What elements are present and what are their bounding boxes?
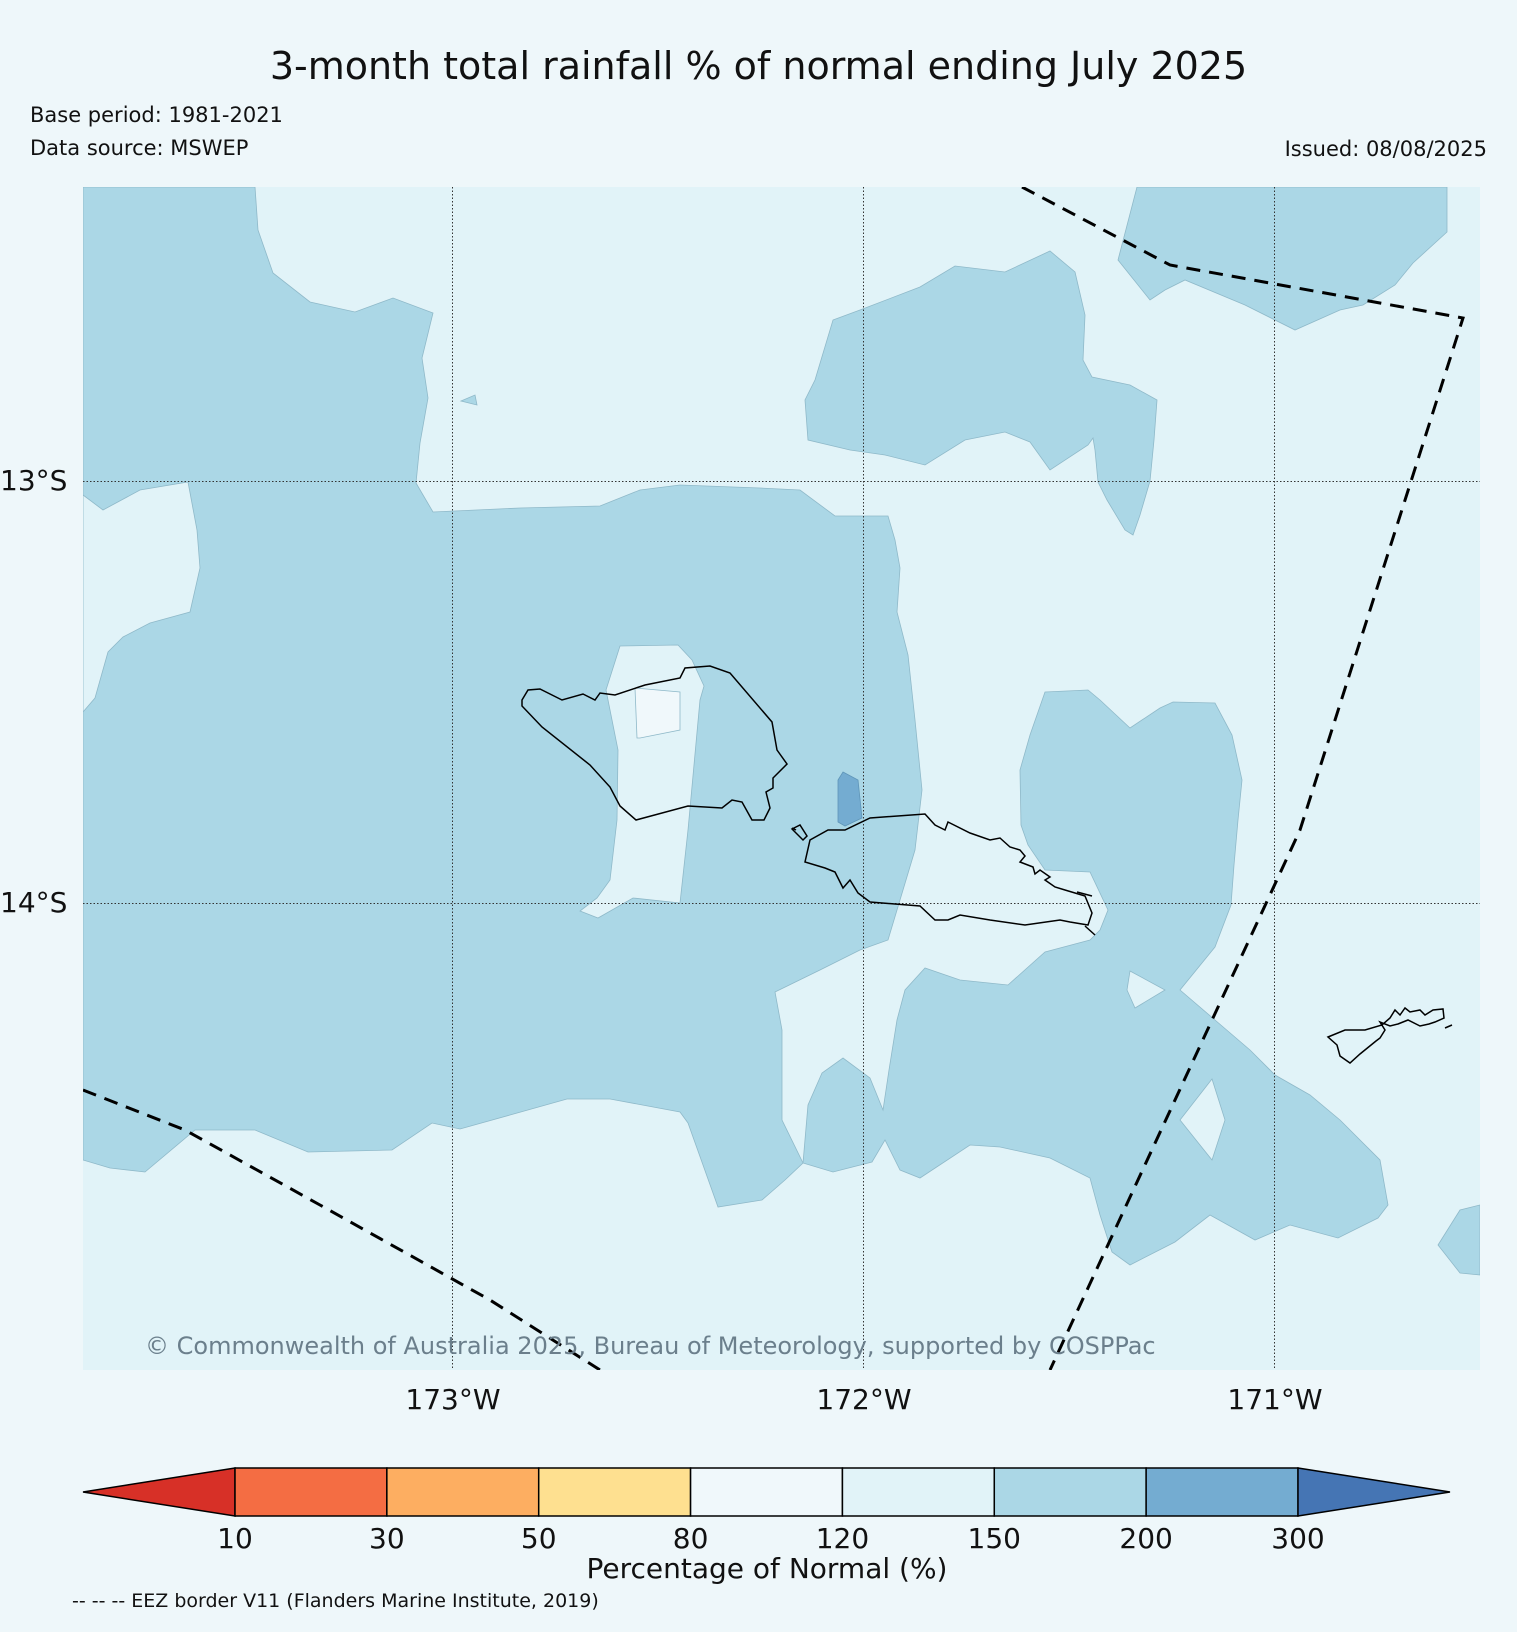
coastline-savaii: [521, 665, 788, 821]
colorbar-segment: [234, 1467, 388, 1517]
map-plot-area: © Commonwealth of Australia 2025, Bureau…: [83, 187, 1480, 1370]
lon-label-173w: 173°W: [405, 1383, 500, 1416]
lon-label-171w: 171°W: [1227, 1383, 1322, 1416]
lat-label-14s: 14°S: [0, 886, 67, 919]
lon-label-172w: 172°W: [816, 1383, 911, 1416]
coastline-upolu: [804, 813, 1093, 926]
region-northeast-upper: [804, 250, 1158, 536]
colorbar-segment: [689, 1467, 844, 1517]
colorbar-segment: [993, 1467, 1147, 1517]
colorbar-tick-label: 120: [816, 1522, 869, 1555]
colorbar-segment: [1145, 1467, 1299, 1517]
data-source-text: Data source: MSWEP: [30, 136, 249, 160]
coastline-islet-1: [790, 824, 808, 842]
coastline-islet-5: [791, 827, 797, 831]
coastline-islet-3: [1076, 891, 1093, 897]
colorbar-tick-label: 150: [968, 1522, 1021, 1555]
colorbar-segment: [537, 1467, 692, 1517]
region-east-edge: [1437, 1204, 1480, 1276]
colorbar-tick-label: 300: [1271, 1522, 1324, 1555]
colorbar-extension-low: [82, 1467, 236, 1517]
copyright-text: © Commonwealth of Australia 2025, Bureau…: [145, 1332, 1156, 1360]
coastlines: [521, 665, 1453, 1064]
eez-legend-note: -- -- -- EEZ border V11 (Flanders Marine…: [72, 1590, 599, 1612]
graticule: [83, 187, 1480, 1370]
eez-border-southwest: [83, 1088, 601, 1370]
colorbar-tick-label: 10: [217, 1522, 253, 1555]
eez-borders: [83, 187, 1465, 1370]
lat-label-13s: 13°S: [0, 464, 67, 497]
region-west-edge-cutout: [83, 481, 201, 713]
region-central-east: [802, 689, 1389, 1266]
region-80-120: [634, 687, 681, 739]
colorbar-tick-label: 30: [369, 1522, 405, 1555]
coastline-islet-4: [1444, 1024, 1453, 1029]
issued-date-text: Issued: 08/08/2025: [1284, 137, 1487, 161]
coastline-islet-2: [1084, 925, 1096, 936]
colorbar-tick-label: 200: [1119, 1522, 1172, 1555]
colorbar: 10 30 50 80 120 150 200 300: [82, 1467, 1451, 1555]
colorbar-tick-label: 80: [673, 1522, 709, 1555]
eez-border-northeast: [1021, 187, 1465, 1370]
region-northeast-corner: [1117, 187, 1448, 331]
base-period-text: Base period: 1981-2021: [30, 103, 283, 127]
map-title: 3-month total rainfall % of normal endin…: [269, 44, 1248, 88]
region-200-300: [837, 771, 863, 827]
colorbar-tick-label: 50: [521, 1522, 557, 1555]
region-150-200: [83, 187, 1480, 1276]
colorbar-extension-high: [1297, 1467, 1451, 1517]
region-islet: [459, 394, 478, 406]
colorbar-title: Percentage of Normal (%): [587, 1552, 948, 1585]
coastline-tutuila: [1326, 1006, 1445, 1064]
colorbar-segment: [841, 1467, 996, 1517]
colorbar-segment: [386, 1467, 540, 1517]
region-west-large: [83, 187, 923, 1208]
